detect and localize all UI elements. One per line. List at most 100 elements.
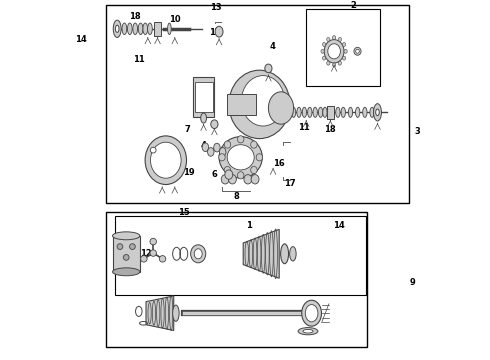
- Bar: [227, 94, 256, 115]
- Ellipse shape: [117, 244, 123, 249]
- Ellipse shape: [338, 61, 342, 65]
- Ellipse shape: [269, 92, 294, 124]
- Ellipse shape: [356, 49, 359, 53]
- Ellipse shape: [363, 107, 367, 117]
- Text: 17: 17: [209, 28, 220, 37]
- Ellipse shape: [168, 23, 171, 35]
- Ellipse shape: [211, 120, 218, 129]
- Polygon shape: [146, 296, 174, 330]
- Ellipse shape: [219, 154, 225, 161]
- Ellipse shape: [113, 268, 140, 276]
- Ellipse shape: [147, 23, 152, 35]
- Ellipse shape: [343, 42, 346, 46]
- Ellipse shape: [322, 42, 326, 46]
- Ellipse shape: [281, 244, 289, 264]
- Ellipse shape: [333, 36, 336, 40]
- Ellipse shape: [127, 23, 132, 35]
- Ellipse shape: [172, 305, 179, 321]
- Ellipse shape: [242, 76, 285, 126]
- Bar: [116, 216, 366, 295]
- Ellipse shape: [143, 23, 147, 35]
- Ellipse shape: [256, 154, 263, 161]
- Ellipse shape: [224, 166, 231, 174]
- Ellipse shape: [129, 244, 135, 249]
- Text: 1: 1: [245, 220, 251, 230]
- Text: 14: 14: [75, 35, 87, 44]
- Ellipse shape: [122, 23, 127, 35]
- Text: 4: 4: [201, 141, 207, 150]
- Text: 9: 9: [410, 278, 415, 287]
- Ellipse shape: [328, 44, 341, 59]
- Text: 11: 11: [133, 55, 145, 64]
- Ellipse shape: [251, 141, 257, 148]
- Ellipse shape: [116, 25, 119, 32]
- Ellipse shape: [133, 23, 138, 35]
- Ellipse shape: [150, 250, 156, 256]
- Ellipse shape: [348, 107, 353, 117]
- Ellipse shape: [265, 64, 272, 73]
- Ellipse shape: [244, 175, 252, 184]
- Ellipse shape: [313, 107, 318, 117]
- Text: 12: 12: [140, 249, 152, 258]
- Ellipse shape: [323, 107, 327, 117]
- Ellipse shape: [238, 136, 244, 143]
- Ellipse shape: [305, 305, 318, 322]
- Ellipse shape: [150, 238, 156, 245]
- Ellipse shape: [113, 20, 121, 37]
- Bar: [154, 22, 161, 36]
- Ellipse shape: [224, 141, 231, 148]
- Ellipse shape: [297, 107, 301, 117]
- Text: 16: 16: [273, 159, 285, 168]
- Polygon shape: [243, 229, 279, 278]
- Ellipse shape: [150, 142, 181, 178]
- Text: 8: 8: [233, 192, 239, 201]
- Text: 15: 15: [178, 208, 190, 217]
- Ellipse shape: [376, 109, 379, 116]
- Text: 19: 19: [183, 168, 195, 177]
- Ellipse shape: [292, 107, 296, 117]
- Ellipse shape: [344, 49, 347, 53]
- Ellipse shape: [228, 175, 236, 184]
- Ellipse shape: [227, 145, 254, 170]
- Ellipse shape: [338, 37, 342, 41]
- Ellipse shape: [194, 249, 202, 259]
- Ellipse shape: [370, 107, 374, 117]
- Ellipse shape: [341, 107, 345, 117]
- Ellipse shape: [327, 37, 330, 41]
- Ellipse shape: [150, 147, 156, 153]
- Text: 3: 3: [415, 127, 421, 136]
- Text: 5: 5: [332, 12, 338, 21]
- Ellipse shape: [290, 247, 296, 261]
- Ellipse shape: [251, 166, 257, 174]
- Ellipse shape: [159, 256, 166, 262]
- Ellipse shape: [356, 107, 360, 117]
- Ellipse shape: [219, 137, 262, 178]
- Ellipse shape: [308, 107, 312, 117]
- Bar: [106, 5, 409, 203]
- Text: 4: 4: [269, 42, 275, 51]
- Text: 18: 18: [324, 125, 336, 134]
- Ellipse shape: [123, 255, 129, 260]
- Text: 14: 14: [333, 220, 344, 230]
- Text: 2: 2: [350, 1, 356, 10]
- Ellipse shape: [321, 49, 324, 53]
- Text: 10: 10: [169, 15, 181, 24]
- Ellipse shape: [229, 70, 290, 139]
- Ellipse shape: [373, 104, 381, 121]
- Ellipse shape: [336, 107, 340, 117]
- Text: 13: 13: [210, 3, 222, 12]
- Bar: [193, 77, 215, 117]
- Ellipse shape: [333, 63, 336, 67]
- Ellipse shape: [302, 107, 307, 117]
- Ellipse shape: [298, 328, 318, 335]
- Bar: [106, 212, 368, 347]
- Ellipse shape: [138, 23, 143, 35]
- Text: 18: 18: [129, 12, 141, 21]
- Bar: [113, 236, 140, 272]
- Text: 11: 11: [298, 123, 310, 132]
- Bar: [327, 106, 334, 119]
- Ellipse shape: [221, 175, 229, 184]
- Ellipse shape: [302, 300, 321, 326]
- Ellipse shape: [324, 40, 344, 63]
- Ellipse shape: [191, 245, 206, 263]
